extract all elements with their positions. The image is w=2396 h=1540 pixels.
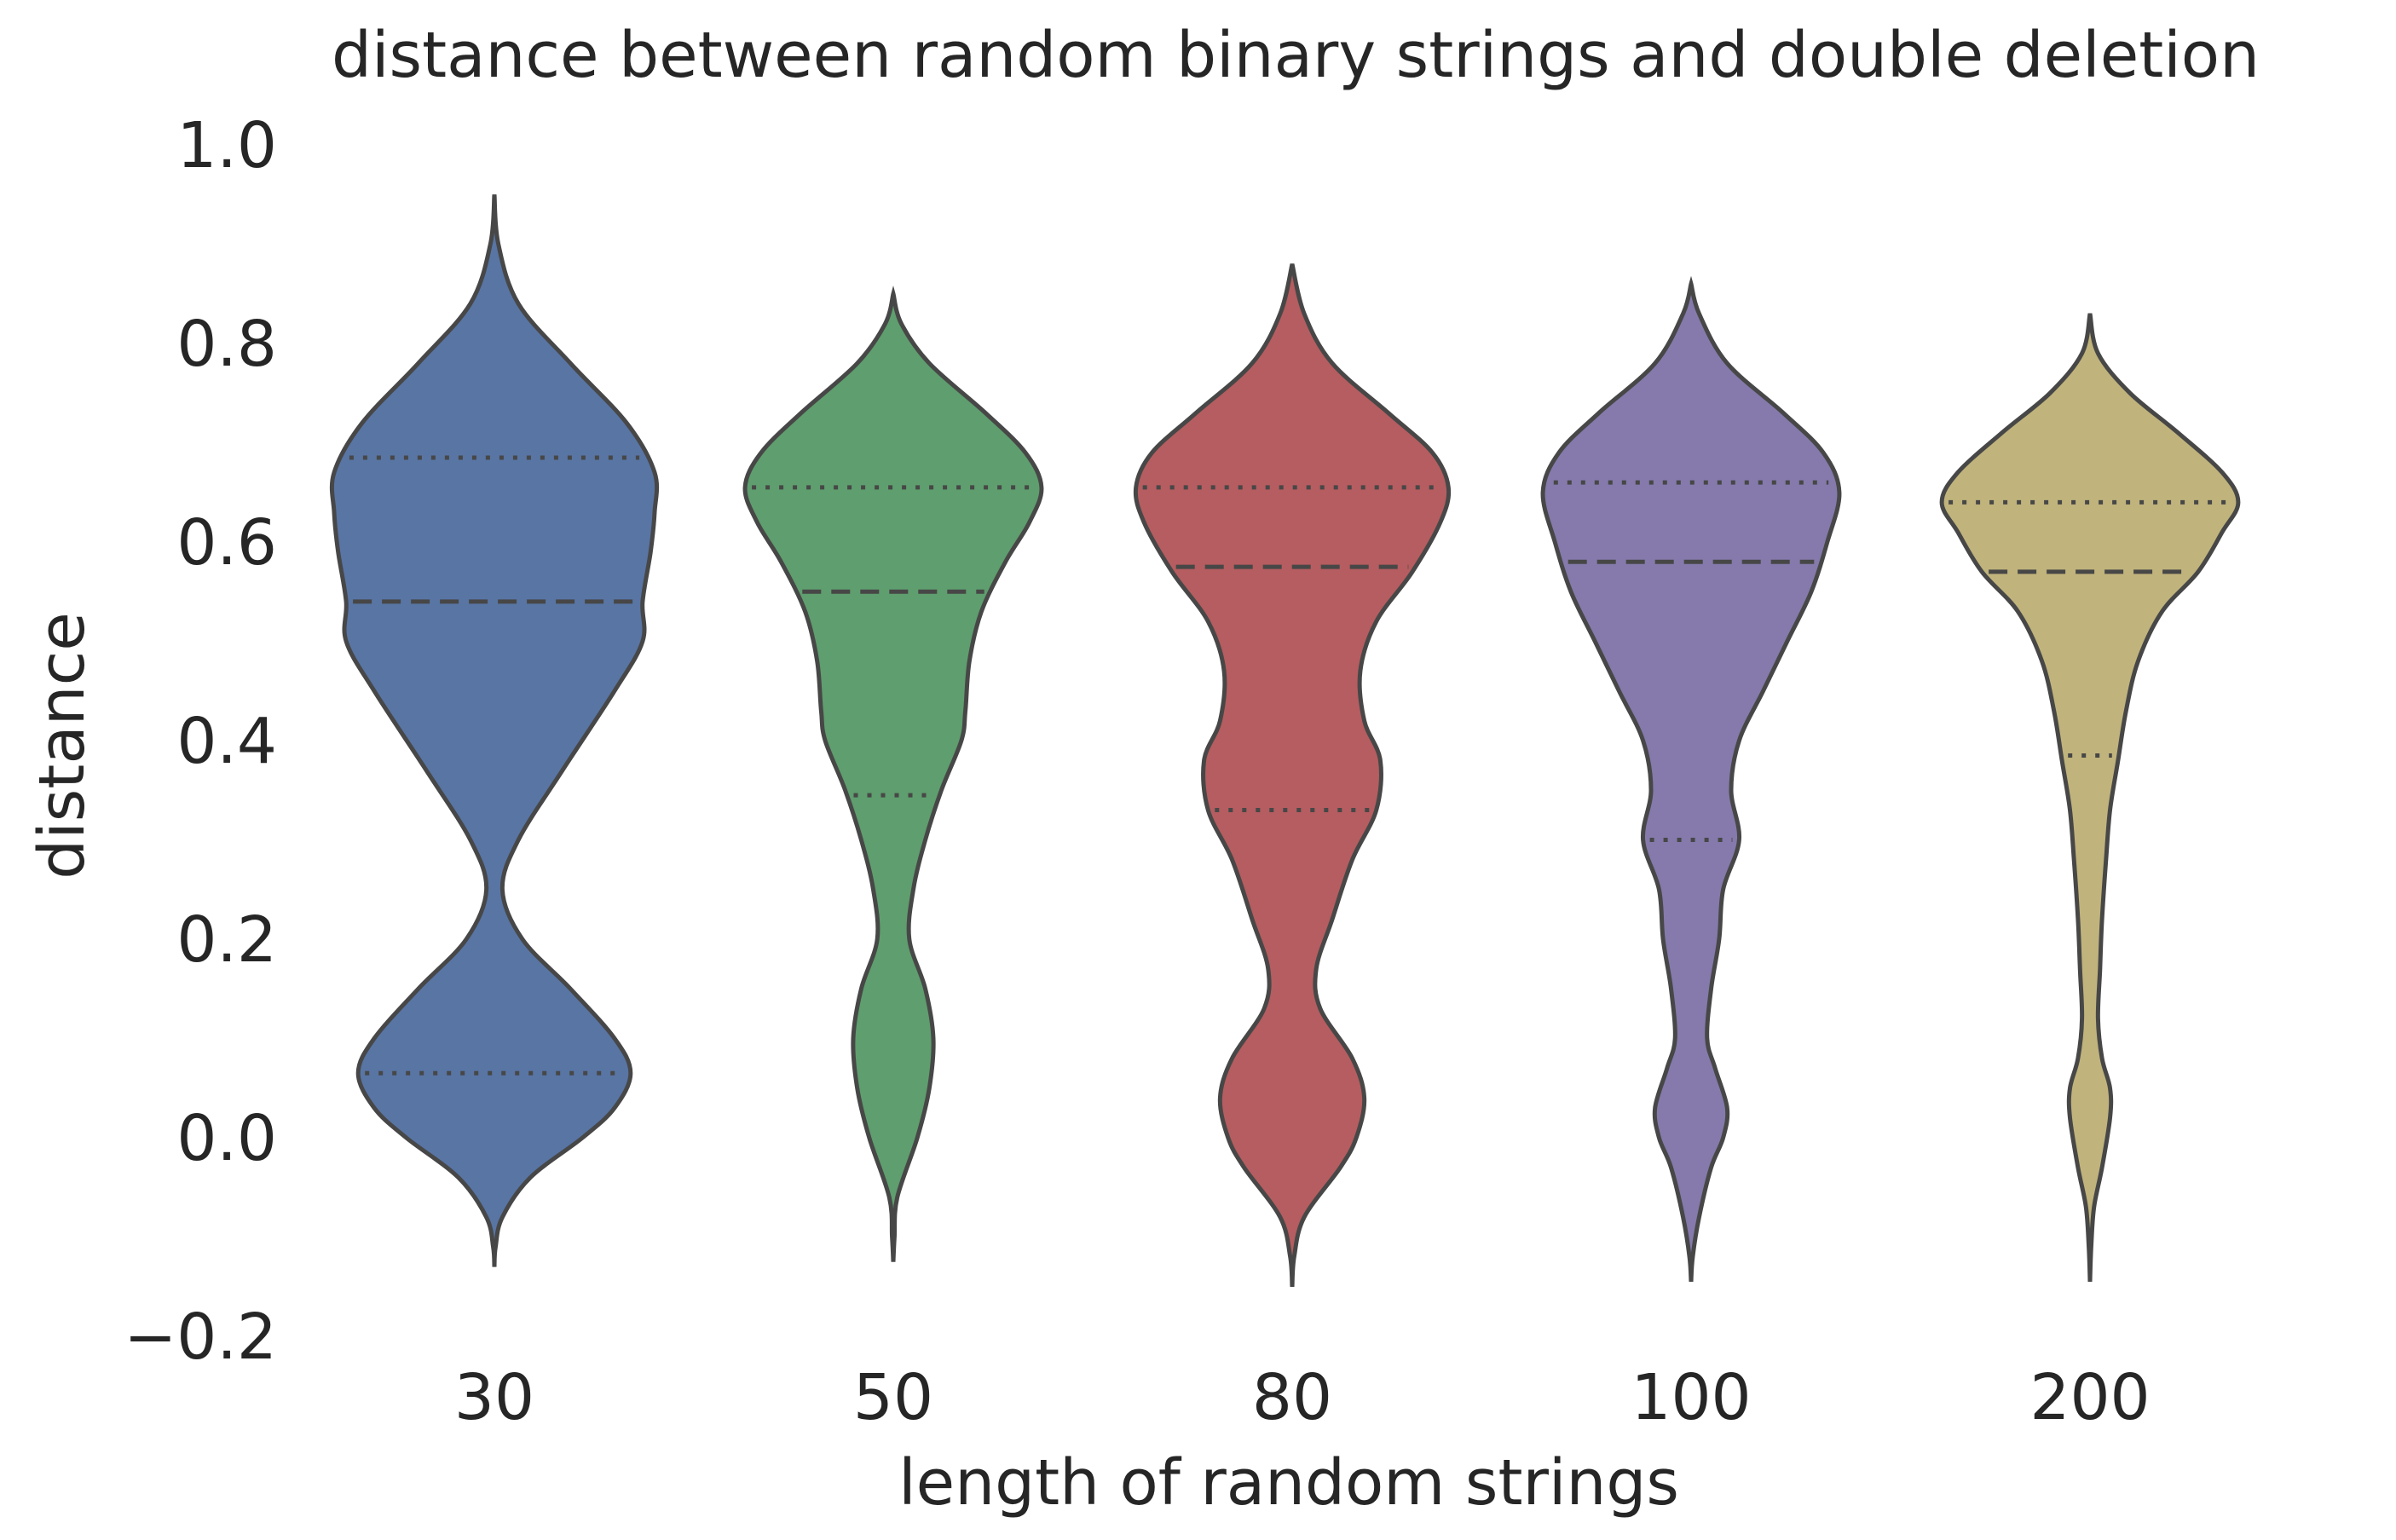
- x-tick-label: 100: [1631, 1361, 1751, 1434]
- x-tick-label: 200: [2029, 1361, 2150, 1434]
- x-axis-label: length of random strings: [898, 1446, 1679, 1520]
- violin-body: [742, 286, 1044, 1262]
- y-axis: −0.2 0.0 0.2 0.4 0.6 0.8 1.0: [124, 109, 277, 1374]
- y-tick-label: 0.0: [176, 1102, 277, 1175]
- violin-body: [1939, 313, 2241, 1282]
- x-tick-label: 30: [454, 1361, 534, 1434]
- violin-50: [742, 286, 1044, 1262]
- y-tick-label: 0.2: [176, 903, 277, 977]
- y-axis-label: distance: [26, 612, 99, 880]
- x-tick-label: 50: [853, 1361, 933, 1434]
- chart-title: distance between random binary strings a…: [332, 19, 2260, 92]
- y-tick-label: 0.6: [176, 506, 277, 580]
- y-tick-label: 1.0: [176, 109, 277, 182]
- violin-80: [1133, 263, 1452, 1287]
- y-tick-label: −0.2: [124, 1301, 277, 1374]
- x-axis: 30 50 80 100 200: [454, 1361, 2151, 1434]
- violins: [329, 194, 2241, 1287]
- violin-30: [329, 194, 660, 1267]
- y-tick-label: 0.4: [176, 705, 277, 778]
- violin-200: [1939, 313, 2241, 1282]
- violin-body: [1540, 275, 1842, 1283]
- y-tick-label: 0.8: [176, 308, 277, 381]
- violin-body: [1133, 263, 1452, 1287]
- x-tick-label: 80: [1252, 1361, 1332, 1434]
- violin-body: [329, 194, 660, 1267]
- violin-100: [1540, 275, 1842, 1283]
